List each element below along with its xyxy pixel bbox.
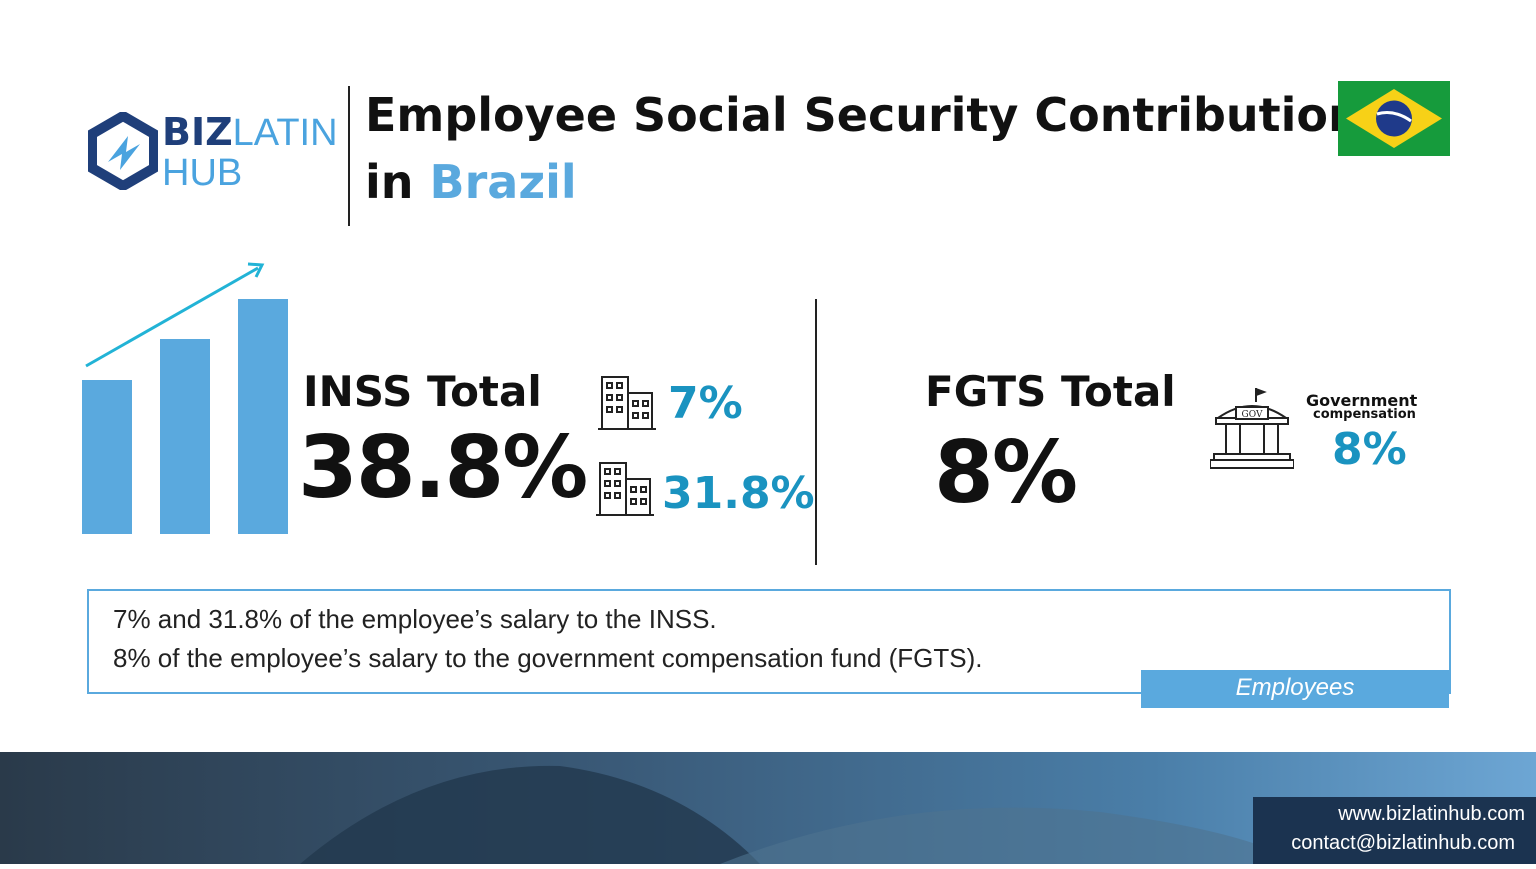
fgts-value: 8% <box>934 423 1078 523</box>
gov-value: 8% <box>1332 424 1407 475</box>
notes-tag: Employees <box>1141 670 1449 708</box>
building-icon <box>598 376 656 430</box>
gov-line2: compensation <box>1313 407 1416 422</box>
logo-mark <box>88 112 158 190</box>
svg-text:GOV: GOV <box>1242 410 1263 420</box>
growth-icon <box>82 262 288 534</box>
logo-hub: HUB <box>162 152 243 194</box>
notes-box <box>87 589 1451 694</box>
government-icon: GOV <box>1210 388 1294 469</box>
logo-latin: LATIN <box>232 112 338 154</box>
inss-label: INSS Total <box>303 367 542 416</box>
inss-value: 38.8% <box>298 418 588 518</box>
footer-website: www.bizlatinhub.com <box>1338 803 1525 825</box>
gov-line1: Government <box>1306 391 1418 410</box>
building-icon <box>596 462 654 516</box>
divider <box>815 299 817 565</box>
footer-band <box>0 752 1536 864</box>
footer-hills <box>300 765 1300 864</box>
title-line2: in Brazil <box>365 155 577 209</box>
inss-item: 31.8% <box>662 468 815 519</box>
divider <box>348 86 350 226</box>
note-line: 8% of the employee’s salary to the gover… <box>113 643 983 673</box>
title-country: Brazil <box>429 155 577 209</box>
footer-contact <box>1253 797 1536 864</box>
flag <box>1338 81 1450 156</box>
fgts-label: FGTS Total <box>925 367 1176 416</box>
note-line: 7% and 31.8% of the employee’s salary to… <box>113 604 717 634</box>
logo-text: BIZLATIN HUB <box>162 112 338 193</box>
logo-biz: BIZ <box>162 110 233 154</box>
footer-email: contact@bizlatinhub.com <box>1291 832 1515 854</box>
inss-item: 7% <box>668 378 743 429</box>
title-in: in <box>365 155 414 209</box>
title: Employee Social Security Contributions <box>365 88 1389 142</box>
